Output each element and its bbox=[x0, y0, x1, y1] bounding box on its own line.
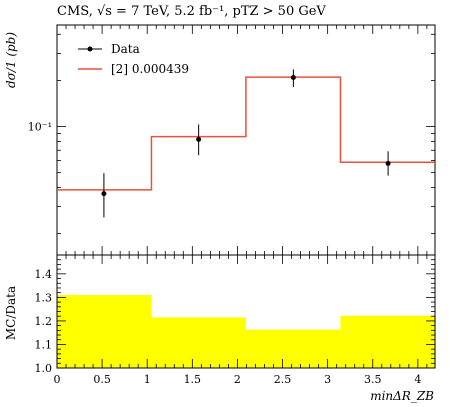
data-point bbox=[385, 160, 391, 166]
ratio-y-tick-label: 1.4 bbox=[35, 268, 53, 281]
main-frame bbox=[56, 24, 436, 256]
ratio-y-tick-label: 1.1 bbox=[35, 338, 53, 351]
x-tick-label: 4 bbox=[414, 373, 421, 386]
ratio-y-axis-label: MC/Data bbox=[4, 286, 18, 340]
data-point bbox=[196, 136, 202, 142]
x-tick-label: 1.5 bbox=[184, 373, 202, 386]
x-tick-label: 0 bbox=[54, 373, 61, 386]
ratio-band-bin bbox=[245, 329, 341, 368]
data-point bbox=[101, 191, 107, 197]
x-tick-label: 2 bbox=[234, 373, 241, 386]
x-tick-label: 3 bbox=[324, 373, 331, 386]
ratio-band-bin bbox=[340, 315, 435, 368]
x-axis-label: minΔR_ZB bbox=[370, 389, 434, 403]
ratio-band-bin bbox=[57, 295, 152, 368]
mc-step-line bbox=[57, 76, 435, 191]
main-y-axis-label: dσ/1 (pb) bbox=[4, 32, 18, 88]
data-point bbox=[290, 74, 296, 80]
legend-mc-label: [2] 0.000439 bbox=[111, 62, 189, 76]
main-y-tick-label: 10⁻¹ bbox=[28, 121, 52, 134]
x-tick-label: 0.5 bbox=[93, 373, 111, 386]
legend-data-label: Data bbox=[111, 42, 140, 56]
x-tick-label: 2.5 bbox=[274, 373, 292, 386]
legend: Data [2] 0.000439 bbox=[78, 42, 189, 76]
ratio-y-tick-label: 1.2 bbox=[35, 315, 53, 328]
chart-title: CMS, √s = 7 TeV, 5.2 fb⁻¹, pTZ > 50 GeV bbox=[57, 4, 326, 19]
x-tick-label: 3.5 bbox=[364, 373, 382, 386]
main-panel: 10⁻¹ bbox=[28, 24, 436, 256]
ratio-y-tick-label: 1.3 bbox=[35, 291, 53, 304]
x-tick-label: 1 bbox=[144, 373, 151, 386]
ratio-panel: 1.0 1.1 1.2 1.3 1.4 0 0.5 1 1.5 2 2.5 3 3.5 4 bbox=[35, 254, 436, 386]
legend-data-marker bbox=[87, 46, 93, 52]
ratio-band-bin bbox=[151, 317, 246, 368]
ratio-y-tick-label: 1.0 bbox=[35, 362, 53, 375]
